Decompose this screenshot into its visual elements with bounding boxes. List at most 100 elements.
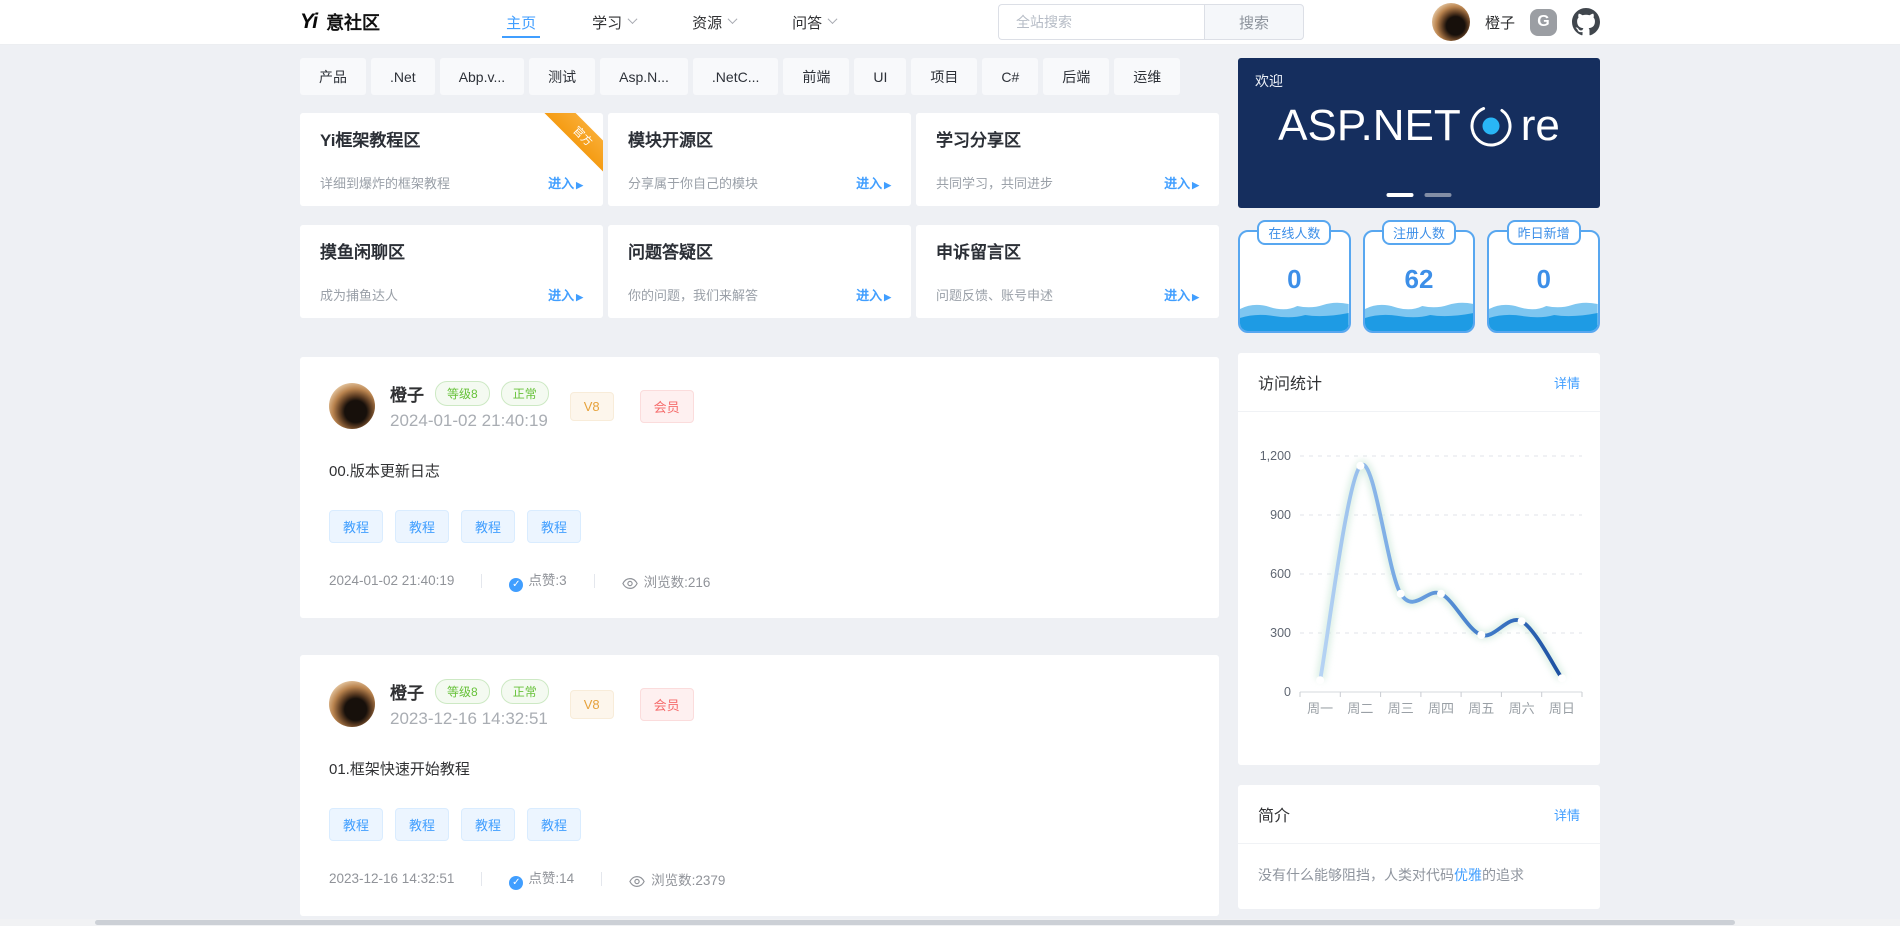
carousel-dot[interactable] <box>1386 193 1414 197</box>
nav-item-qa[interactable]: 问答 <box>792 0 838 44</box>
search-input[interactable] <box>1015 14 1197 30</box>
aspnet-core-logo: ASP.NET re <box>1255 101 1583 151</box>
zone-card-appeal[interactable]: 申诉留言区 问题反馈、账号申述 进入 ▶ <box>916 225 1219 318</box>
zone-enter-link[interactable]: 进入 ▶ <box>1164 288 1199 303</box>
like-check-icon: ✓ <box>509 876 524 890</box>
zone-enter-link[interactable]: 进入 ▶ <box>856 176 891 191</box>
zone-card-tutorial[interactable]: Yi框架教程区 详细到爆炸的框架教程 进入 ▶ 官方 <box>300 113 603 206</box>
tag-button[interactable]: 后端 <box>1043 58 1110 95</box>
detail-link[interactable]: 详情 <box>1553 807 1580 823</box>
post-author[interactable]: 橙子 <box>390 386 424 405</box>
post-title[interactable]: 00.版本更新日志 <box>329 463 440 480</box>
tag-button[interactable]: .Net <box>371 58 435 95</box>
zone-enter-link[interactable]: 进入 ▶ <box>856 288 891 303</box>
stat-card-online: 在线人数 0 <box>1238 220 1351 333</box>
tag-button[interactable]: Abp.v... <box>439 58 525 95</box>
banner-welcome-label: 欢迎 <box>1255 73 1283 89</box>
zone-card-opensource[interactable]: 模块开源区 分享属于你自己的模块 进入 ▶ <box>608 113 911 206</box>
svg-text:900: 900 <box>1270 508 1291 522</box>
search-button[interactable]: 搜索 <box>1203 4 1304 40</box>
divider <box>593 573 595 588</box>
stat-card-new-yesterday: 昨日新增 0 <box>1487 220 1601 333</box>
svg-text:周五: 周五 <box>1468 701 1494 716</box>
tag-button[interactable]: 运维 <box>1114 58 1181 95</box>
sidebar: 欢迎 ASP.NET re 在线人数 0 <box>1238 58 1601 926</box>
avatar[interactable] <box>1431 3 1470 41</box>
gitee-icon[interactable]: G <box>1530 8 1557 36</box>
nav-item-label: 主页 <box>506 14 537 32</box>
post-title[interactable]: 01.框架快速开始教程 <box>329 761 470 778</box>
post-tag[interactable]: 教程 <box>461 808 516 841</box>
post-tag[interactable]: 教程 <box>395 510 450 543</box>
svg-text:600: 600 <box>1270 567 1291 581</box>
nav-item-home[interactable]: 主页 <box>502 0 541 44</box>
view-count: 浏览数:2379 <box>629 869 725 889</box>
stat-label: 昨日新增 <box>1506 220 1581 245</box>
zone-enter-link[interactable]: 进入 ▶ <box>548 176 583 191</box>
zone-enter-link[interactable]: 进入 ▶ <box>1164 176 1199 191</box>
post-tag[interactable]: 教程 <box>527 808 582 841</box>
post-tag[interactable]: 教程 <box>461 510 516 543</box>
tag-button[interactable]: UI <box>854 58 907 95</box>
tag-button[interactable]: .NetC... <box>692 58 779 95</box>
horizontal-scrollbar <box>0 919 1900 926</box>
post-tag[interactable]: 教程 <box>395 808 450 841</box>
carousel-indicators <box>1386 193 1452 197</box>
tag-button[interactable]: C# <box>982 58 1039 95</box>
zone-card-chat[interactable]: 摸鱼闲聊区 成为捕鱼达人 进入 ▶ <box>300 225 603 318</box>
zone-title: 问题答疑区 <box>628 243 713 262</box>
eye-icon <box>621 577 638 589</box>
stat-value: 0 <box>1287 264 1302 294</box>
zone-desc: 你的问题，我们来解答 <box>628 288 759 303</box>
wave-graphic <box>1364 297 1474 331</box>
carousel-dot[interactable] <box>1424 193 1452 197</box>
zone-title: 学习分享区 <box>936 131 1021 150</box>
post-card[interactable]: 橙子 等级8 正常 2023-12-16 14:32:51 V8 会员 01.框… <box>300 655 1219 916</box>
stat-card-registered: 注册人数 62 <box>1362 220 1476 333</box>
zone-enter-link[interactable]: 进入 ▶ <box>548 288 583 303</box>
like-count: ✓ 点赞:14 <box>509 867 574 890</box>
wave-graphic <box>1240 297 1349 331</box>
zone-card-share[interactable]: 学习分享区 共同学习，共同进步 进入 ▶ <box>916 113 1219 206</box>
nav-item-resources[interactable]: 资源 <box>692 0 738 44</box>
elegant-link[interactable]: 优雅 <box>1454 867 1482 883</box>
vip-badge: V8 <box>569 689 614 719</box>
welcome-banner[interactable]: 欢迎 ASP.NET re <box>1238 58 1600 208</box>
post-tag[interactable]: 教程 <box>329 510 384 543</box>
zone-card-qa[interactable]: 问题答疑区 你的问题，我们来解答 进入 ▶ <box>608 225 911 318</box>
scrollbar-thumb[interactable] <box>95 920 1735 925</box>
tag-button[interactable]: 前端 <box>783 58 850 95</box>
svg-text:周日: 周日 <box>1549 701 1575 716</box>
avatar[interactable] <box>329 681 375 727</box>
svg-text:周一: 周一 <box>1307 701 1333 716</box>
nav-item-learn[interactable]: 学习 <box>592 0 638 44</box>
eye-icon <box>629 875 645 887</box>
brand[interactable]: Yi 意社区 <box>300 9 380 35</box>
zone-title: 模块开源区 <box>628 131 713 150</box>
divider <box>481 573 483 588</box>
user-area: 橙子 G <box>1431 3 1600 41</box>
navbar: Yi 意社区 主页 学习 资源 问答 <box>0 0 1900 45</box>
svg-text:周四: 周四 <box>1428 701 1454 716</box>
github-icon[interactable] <box>1572 8 1600 36</box>
avatar[interactable] <box>329 383 375 429</box>
post-tag[interactable]: 教程 <box>329 808 384 841</box>
post-tag[interactable]: 教程 <box>527 510 582 543</box>
post-card[interactable]: 橙子 等级8 正常 2024-01-02 21:40:19 V8 会员 00.版… <box>300 357 1219 618</box>
vip-badge: V8 <box>569 391 614 421</box>
detail-link[interactable]: 详情 <box>1553 375 1580 391</box>
zone-title: 摸鱼闲聊区 <box>320 243 405 262</box>
tag-button[interactable]: 测试 <box>529 58 596 95</box>
tag-button[interactable]: 项目 <box>911 58 978 95</box>
chevron-down-icon <box>627 14 638 25</box>
stat-value: 62 <box>1404 264 1434 294</box>
panel-title: 简介 <box>1258 808 1291 825</box>
username[interactable]: 橙子 <box>1484 14 1515 32</box>
divider <box>601 871 603 886</box>
level-badge: 等级8 <box>435 679 490 704</box>
tag-button[interactable]: Asp.N... <box>600 58 688 95</box>
post-author[interactable]: 橙子 <box>390 684 424 703</box>
zone-desc: 详细到爆炸的框架教程 <box>320 176 451 191</box>
nav-item-label: 学习 <box>592 14 623 32</box>
tag-button[interactable]: 产品 <box>300 58 366 95</box>
